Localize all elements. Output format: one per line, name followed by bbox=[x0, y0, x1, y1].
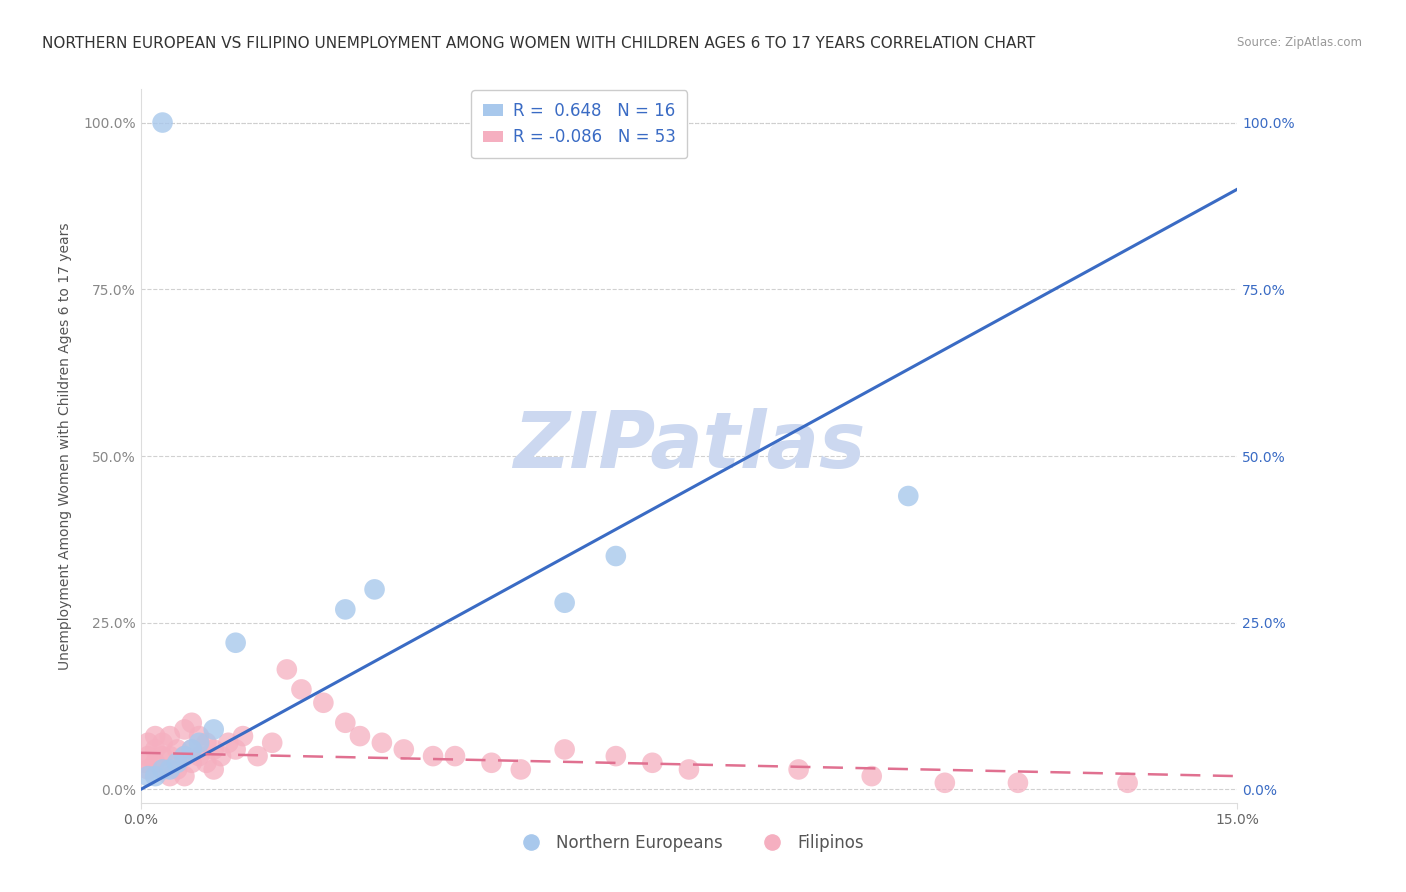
Point bbox=[159, 769, 181, 783]
Point bbox=[152, 736, 174, 750]
Point bbox=[312, 696, 335, 710]
Point bbox=[195, 736, 218, 750]
Point bbox=[202, 723, 225, 737]
Point bbox=[217, 736, 239, 750]
Point bbox=[371, 736, 394, 750]
Point bbox=[422, 749, 444, 764]
Point bbox=[363, 582, 385, 597]
Point bbox=[209, 749, 232, 764]
Point bbox=[166, 756, 188, 770]
Point bbox=[159, 729, 181, 743]
Point bbox=[159, 749, 181, 764]
Point bbox=[136, 736, 159, 750]
Point bbox=[180, 742, 202, 756]
Point bbox=[225, 636, 247, 650]
Point bbox=[188, 749, 211, 764]
Point bbox=[1007, 776, 1029, 790]
Point bbox=[166, 742, 188, 756]
Point bbox=[166, 763, 188, 777]
Point bbox=[159, 763, 181, 777]
Point bbox=[173, 723, 195, 737]
Y-axis label: Unemployment Among Women with Children Ages 6 to 17 years: Unemployment Among Women with Children A… bbox=[58, 222, 72, 670]
Point bbox=[335, 715, 357, 730]
Point bbox=[188, 729, 211, 743]
Point bbox=[1116, 776, 1139, 790]
Point bbox=[173, 749, 195, 764]
Point bbox=[554, 742, 576, 756]
Point bbox=[678, 763, 700, 777]
Point bbox=[136, 769, 159, 783]
Point bbox=[605, 749, 627, 764]
Point bbox=[444, 749, 467, 764]
Point bbox=[152, 115, 174, 129]
Point bbox=[554, 596, 576, 610]
Point bbox=[180, 715, 202, 730]
Point bbox=[481, 756, 503, 770]
Point bbox=[143, 742, 166, 756]
Point bbox=[202, 742, 225, 756]
Text: NORTHERN EUROPEAN VS FILIPINO UNEMPLOYMENT AMONG WOMEN WITH CHILDREN AGES 6 TO 1: NORTHERN EUROPEAN VS FILIPINO UNEMPLOYME… bbox=[42, 36, 1035, 51]
Legend: Northern Europeans, Filipinos: Northern Europeans, Filipinos bbox=[508, 828, 870, 859]
Point bbox=[276, 662, 298, 676]
Point bbox=[897, 489, 920, 503]
Point bbox=[152, 763, 174, 777]
Text: ZIPatlas: ZIPatlas bbox=[513, 408, 865, 484]
Point bbox=[641, 756, 664, 770]
Point bbox=[152, 749, 174, 764]
Point bbox=[173, 769, 195, 783]
Point bbox=[143, 769, 166, 783]
Point bbox=[136, 749, 159, 764]
Text: Source: ZipAtlas.com: Source: ZipAtlas.com bbox=[1237, 36, 1362, 49]
Point bbox=[136, 763, 159, 777]
Point bbox=[152, 763, 174, 777]
Point bbox=[202, 763, 225, 777]
Point bbox=[509, 763, 531, 777]
Point bbox=[335, 602, 357, 616]
Point bbox=[262, 736, 284, 750]
Point bbox=[605, 549, 627, 563]
Point bbox=[246, 749, 269, 764]
Point bbox=[143, 729, 166, 743]
Point bbox=[232, 729, 254, 743]
Point bbox=[392, 742, 415, 756]
Point bbox=[860, 769, 883, 783]
Point bbox=[173, 749, 195, 764]
Point bbox=[134, 756, 156, 770]
Point bbox=[195, 756, 218, 770]
Point bbox=[934, 776, 956, 790]
Point bbox=[349, 729, 371, 743]
Point bbox=[180, 742, 202, 756]
Point bbox=[787, 763, 810, 777]
Point bbox=[180, 756, 202, 770]
Point bbox=[225, 742, 247, 756]
Point bbox=[143, 756, 166, 770]
Point bbox=[290, 682, 312, 697]
Point bbox=[188, 736, 211, 750]
